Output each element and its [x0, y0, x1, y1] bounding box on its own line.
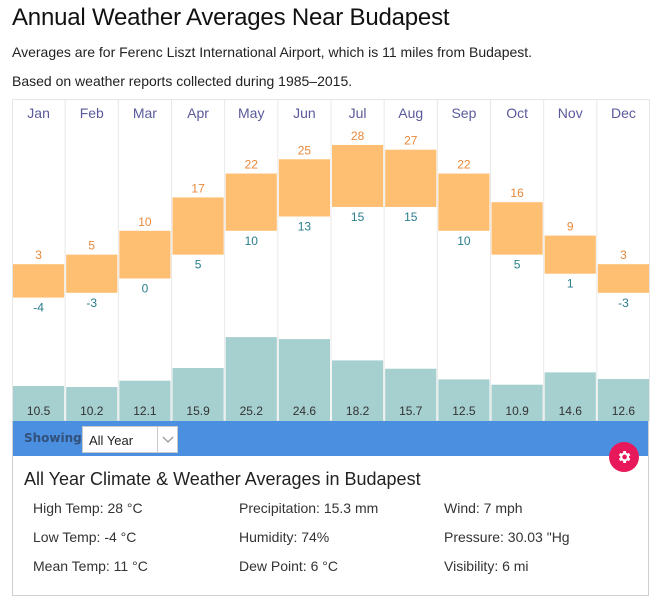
- showing-bar: Showing: All Year: [13, 421, 648, 456]
- temp-range-bar: [225, 173, 277, 231]
- temp-range-bar: [278, 159, 330, 217]
- month-label: Apr: [187, 105, 209, 121]
- precip-bar: [66, 387, 118, 421]
- period-select[interactable]: All Year: [82, 426, 178, 453]
- low-temp-label: 1: [567, 277, 574, 291]
- precip-label: 12.5: [452, 404, 476, 418]
- precip-bar: [438, 379, 490, 421]
- high-temp-label: 27: [404, 134, 418, 148]
- low-temp-label: 10: [245, 234, 259, 248]
- month-label: Aug: [398, 105, 423, 121]
- month-label: Jun: [293, 105, 316, 121]
- low-temp-label: 10: [457, 234, 471, 248]
- summary-title: All Year Climate & Weather Averages in B…: [24, 469, 421, 489]
- high-temp-label: 25: [298, 143, 312, 157]
- temp-range-bar: [491, 202, 543, 255]
- precip-bar: [544, 372, 596, 421]
- month-label: May: [238, 105, 264, 121]
- temp-range-bar: [332, 144, 384, 207]
- month-label: Mar: [133, 105, 157, 121]
- precip-label: 10.2: [80, 404, 104, 418]
- stat-low-temp: Low Temp: -4 °C: [33, 529, 137, 545]
- precip-label: 25.2: [240, 404, 264, 418]
- high-temp-label: 22: [245, 158, 259, 172]
- high-temp-label: 3: [620, 248, 627, 262]
- stat-visibility: Visibility: 6 mi: [444, 558, 529, 574]
- stat-precipitation: Precipitation: 15.3 mm: [239, 500, 379, 516]
- stat-high-temp: High Temp: 28 °C: [33, 500, 143, 516]
- month-label: Jul: [349, 105, 367, 121]
- precip-bar: [332, 360, 384, 421]
- month-label: Oct: [506, 105, 528, 121]
- precip-bar: [491, 384, 543, 421]
- stat-dew-point: Dew Point: 6 °C: [239, 558, 338, 574]
- precip-bar: [119, 380, 171, 421]
- temp-range-bar: [119, 230, 171, 279]
- precip-label: 12.6: [612, 404, 636, 418]
- precip-bar: [385, 368, 437, 421]
- temp-range-bar: [66, 254, 118, 293]
- precip-bar: [597, 379, 649, 421]
- stat-humidity: Humidity: 74%: [239, 529, 330, 545]
- precip-label: 24.6: [293, 404, 317, 418]
- low-temp-label: 5: [514, 258, 521, 272]
- stat-pressure: Pressure: 30.03 "Hg: [444, 529, 570, 545]
- temp-range-bar: [172, 197, 224, 255]
- precip-bar: [172, 368, 224, 421]
- high-temp-label: 3: [35, 248, 42, 262]
- high-temp-label: 28: [351, 129, 365, 143]
- precip-bar: [278, 339, 330, 421]
- precip-label: 15.9: [186, 404, 210, 418]
- select-divider: [157, 427, 158, 452]
- high-temp-label: 10: [138, 215, 152, 229]
- precip-label: 14.6: [559, 404, 583, 418]
- stat-wind: Wind: 7 mph: [444, 500, 523, 516]
- summary-panel: Showing: All Year All Year Climate & Wea…: [12, 421, 649, 596]
- precip-label: 12.1: [133, 404, 157, 418]
- temp-range-bar: [385, 149, 437, 207]
- showing-label: Showing:: [24, 431, 87, 445]
- precip-label: 18.2: [346, 404, 370, 418]
- precip-bar: [225, 337, 277, 421]
- climate-chart: Jan 3 -4 10.5 Feb 5 -3 10.2 Mar 10 0 12.1 Apr 17 5 15.9…: [12, 99, 650, 421]
- low-temp-label: -4: [33, 301, 44, 315]
- chevron-down-icon[interactable]: [161, 431, 175, 447]
- month-label: Jan: [27, 105, 50, 121]
- high-temp-label: 9: [567, 220, 574, 234]
- station-note: Averages are for Ferenc Liszt Internatio…: [12, 44, 533, 60]
- low-temp-label: -3: [618, 296, 629, 310]
- precip-label: 15.7: [399, 404, 423, 418]
- settings-button[interactable]: [609, 442, 639, 472]
- temp-range-bar: [13, 264, 65, 298]
- temp-range-bar: [597, 264, 649, 293]
- precip-bar: [13, 386, 65, 421]
- period-note: Based on weather reports collected durin…: [12, 73, 353, 89]
- stat-mean-temp: Mean Temp: 11 °C: [33, 558, 148, 574]
- temp-range-bar: [438, 173, 490, 231]
- low-temp-label: 13: [298, 219, 312, 233]
- low-temp-label: -3: [86, 296, 97, 310]
- low-temp-label: 0: [142, 282, 149, 296]
- low-temp-label: 5: [195, 258, 202, 272]
- low-temp-label: 15: [351, 210, 365, 224]
- temp-range-bar: [544, 235, 596, 274]
- page-title: Annual Weather Averages Near Budapest: [12, 4, 450, 31]
- high-temp-label: 22: [457, 158, 471, 172]
- month-label: Nov: [558, 105, 583, 121]
- high-temp-label: 16: [510, 186, 524, 200]
- precip-label: 10.5: [27, 404, 51, 418]
- month-label: Sep: [451, 105, 476, 121]
- period-select-value: All Year: [89, 433, 134, 448]
- high-temp-label: 17: [191, 181, 205, 195]
- high-temp-label: 5: [88, 239, 95, 253]
- low-temp-label: 15: [404, 210, 418, 224]
- month-label: Dec: [611, 105, 636, 121]
- precip-label: 10.9: [505, 404, 529, 418]
- month-label: Feb: [80, 105, 104, 121]
- gear-icon: [618, 451, 631, 463]
